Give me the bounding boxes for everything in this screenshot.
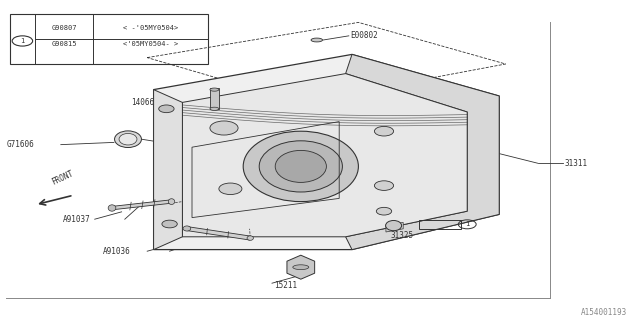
Bar: [419, 220, 461, 229]
Ellipse shape: [275, 150, 326, 182]
Polygon shape: [154, 90, 182, 250]
Ellipse shape: [385, 220, 402, 231]
Text: < -'05MY0504>: < -'05MY0504>: [123, 25, 178, 31]
Circle shape: [159, 105, 174, 113]
Ellipse shape: [259, 141, 342, 192]
Text: G90815: G90815: [51, 41, 77, 47]
Ellipse shape: [243, 131, 358, 202]
Polygon shape: [386, 222, 403, 232]
Text: 31311: 31311: [564, 159, 588, 168]
Text: G71606: G71606: [6, 140, 34, 149]
Text: 15211: 15211: [274, 281, 297, 290]
Text: 14066: 14066: [131, 98, 154, 107]
Ellipse shape: [210, 107, 219, 110]
Ellipse shape: [311, 38, 323, 42]
Text: A154001193: A154001193: [581, 308, 627, 317]
Ellipse shape: [119, 133, 137, 145]
Ellipse shape: [247, 236, 253, 240]
Polygon shape: [186, 227, 251, 240]
Text: A91037: A91037: [63, 215, 90, 224]
Bar: [210, 88, 219, 109]
Bar: [10, 14, 208, 64]
Text: FRONT: FRONT: [51, 169, 75, 187]
Circle shape: [162, 220, 177, 228]
Polygon shape: [182, 74, 467, 237]
Ellipse shape: [210, 88, 219, 91]
Ellipse shape: [292, 265, 308, 269]
Circle shape: [219, 183, 242, 195]
Polygon shape: [346, 54, 499, 250]
Text: 1: 1: [20, 38, 24, 44]
Text: A91036: A91036: [102, 247, 130, 256]
Text: 1: 1: [465, 221, 469, 227]
Ellipse shape: [108, 205, 116, 211]
Circle shape: [374, 181, 394, 190]
Ellipse shape: [115, 131, 141, 148]
Polygon shape: [112, 200, 172, 210]
Text: G90807: G90807: [51, 25, 77, 31]
Polygon shape: [154, 54, 499, 250]
Ellipse shape: [183, 226, 191, 231]
Circle shape: [376, 207, 392, 215]
Text: 31325: 31325: [390, 231, 413, 240]
Circle shape: [210, 121, 238, 135]
Text: <'05MY0504- >: <'05MY0504- >: [123, 41, 178, 47]
Polygon shape: [287, 255, 315, 279]
Ellipse shape: [168, 199, 175, 204]
Circle shape: [374, 126, 394, 136]
Text: E00802: E00802: [351, 31, 378, 40]
